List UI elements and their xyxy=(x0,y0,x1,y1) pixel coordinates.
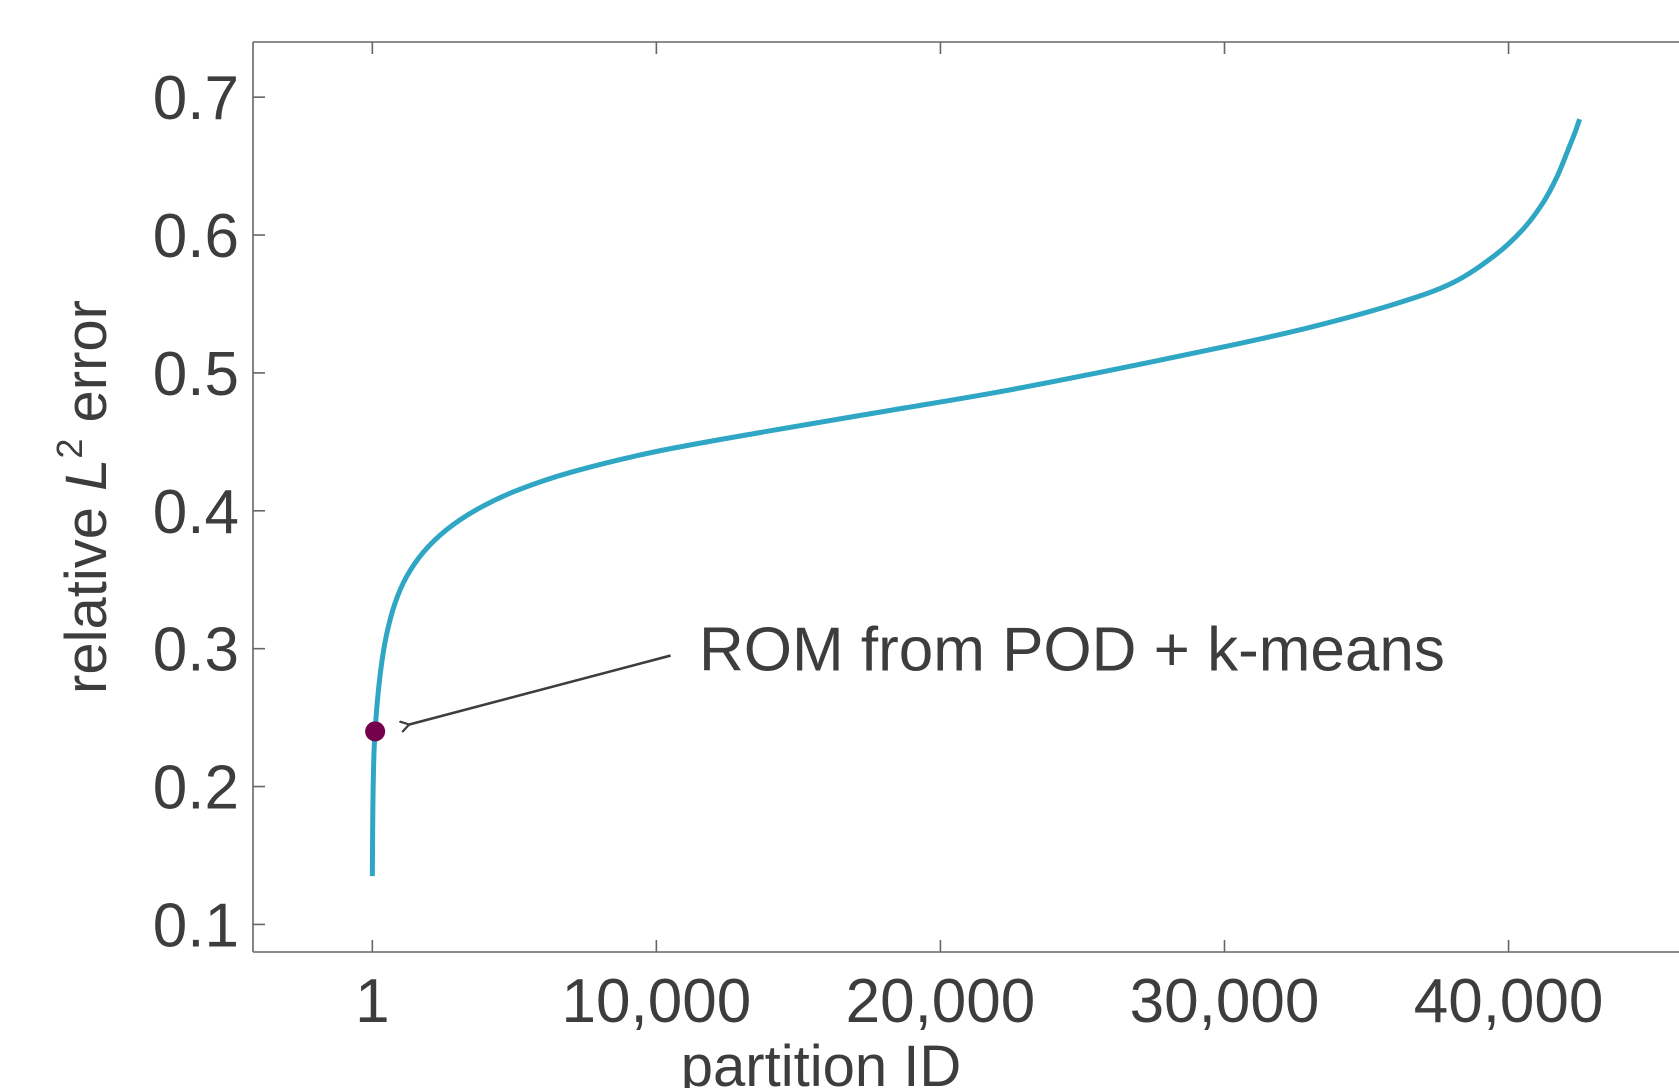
y-tick-label: 0.4 xyxy=(153,478,239,547)
y-axis-label-suffix: error xyxy=(54,300,119,439)
y-tick-label: 0.7 xyxy=(153,64,239,133)
series-layer xyxy=(365,118,1582,877)
y-axis-label-prefix: relative xyxy=(54,491,119,694)
y-axis-ticks: 0.1 0.2 0.3 0.4 0.5 0.6 0.7 xyxy=(153,64,265,960)
highlight-point xyxy=(365,721,386,742)
x-axis-ticks: 1 10,000 20,000 30,000 40,000 xyxy=(355,42,1603,1036)
y-tick-label: 0.1 xyxy=(153,891,239,960)
annotation-text: ROM from POD + k-means xyxy=(699,616,1445,685)
plot-frame xyxy=(252,41,1679,953)
y-tick-label: 0.2 xyxy=(153,754,239,823)
annotation-arrow xyxy=(409,654,671,725)
y-axis-label-superscript: 2 xyxy=(49,439,90,459)
x-axis-label: partition ID xyxy=(681,1034,961,1088)
series-line xyxy=(369,118,1582,877)
y-axis-label-symbol: L xyxy=(54,459,119,491)
y-tick-label: 0.3 xyxy=(153,616,239,685)
annotation: ROM from POD + k-means xyxy=(409,616,1445,725)
y-tick-label: 0.6 xyxy=(153,202,239,271)
y-tick-label: 0.5 xyxy=(153,340,239,409)
x-tick-label: 40,000 xyxy=(1414,967,1604,1036)
y-axis-label: relative L2 error xyxy=(49,300,119,694)
x-tick-label: 30,000 xyxy=(1130,967,1320,1036)
x-tick-label: 1 xyxy=(355,967,389,1036)
x-tick-label: 10,000 xyxy=(562,967,752,1036)
x-tick-label: 20,000 xyxy=(846,967,1036,1036)
